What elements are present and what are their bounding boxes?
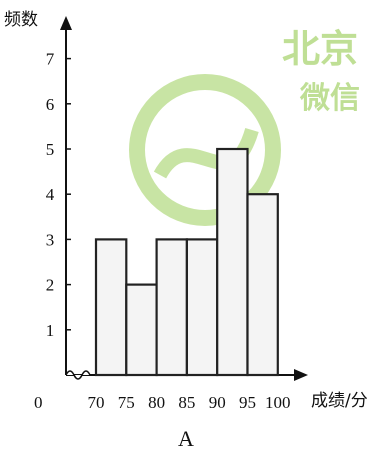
y-tick-label-7: 7 [46, 50, 55, 69]
watermark-logo-icon [129, 74, 281, 226]
bar-70-75 [94, 238, 128, 377]
y-tick-label-4: 4 [46, 185, 55, 204]
axis-break-mark [65, 370, 91, 380]
y-axis-arrow-icon [60, 16, 72, 30]
y-tick-label-3: 3 [46, 230, 55, 249]
x-tick-label-80: 80 [148, 393, 165, 412]
x-tick-label-75: 75 [118, 393, 135, 412]
origin-label: 0 [34, 393, 43, 412]
x-tick-label-100: 100 [265, 393, 291, 412]
bar-80-85 [155, 238, 189, 377]
x-axis-arrow-icon [294, 369, 308, 381]
x-axis-title: 成绩/分 [311, 391, 368, 411]
x-tick-label-95: 95 [239, 393, 256, 412]
x-tick-label-90: 90 [209, 393, 226, 412]
watermark-line1: 北京 [282, 27, 358, 71]
y-tick-label-5: 5 [46, 140, 55, 159]
bar-95-100 [246, 193, 279, 377]
y-tick-label-1: 1 [46, 321, 55, 340]
y-axis-title: 频数 [4, 10, 38, 30]
plot-area: 1 2 3 4 5 6 7 70 75 80 85 90 95 100 [46, 16, 308, 412]
caption: A [178, 426, 194, 451]
y-tick-label-6: 6 [46, 95, 55, 114]
bar-85-90 [185, 238, 219, 377]
bar-75-80 [125, 283, 158, 377]
x-tick-label-85: 85 [178, 393, 195, 412]
bar-90-95 [216, 147, 249, 377]
y-tick-label-2: 2 [46, 276, 55, 295]
watermark-line2: 微信 [299, 81, 360, 116]
x-tick-label-70: 70 [88, 393, 105, 412]
